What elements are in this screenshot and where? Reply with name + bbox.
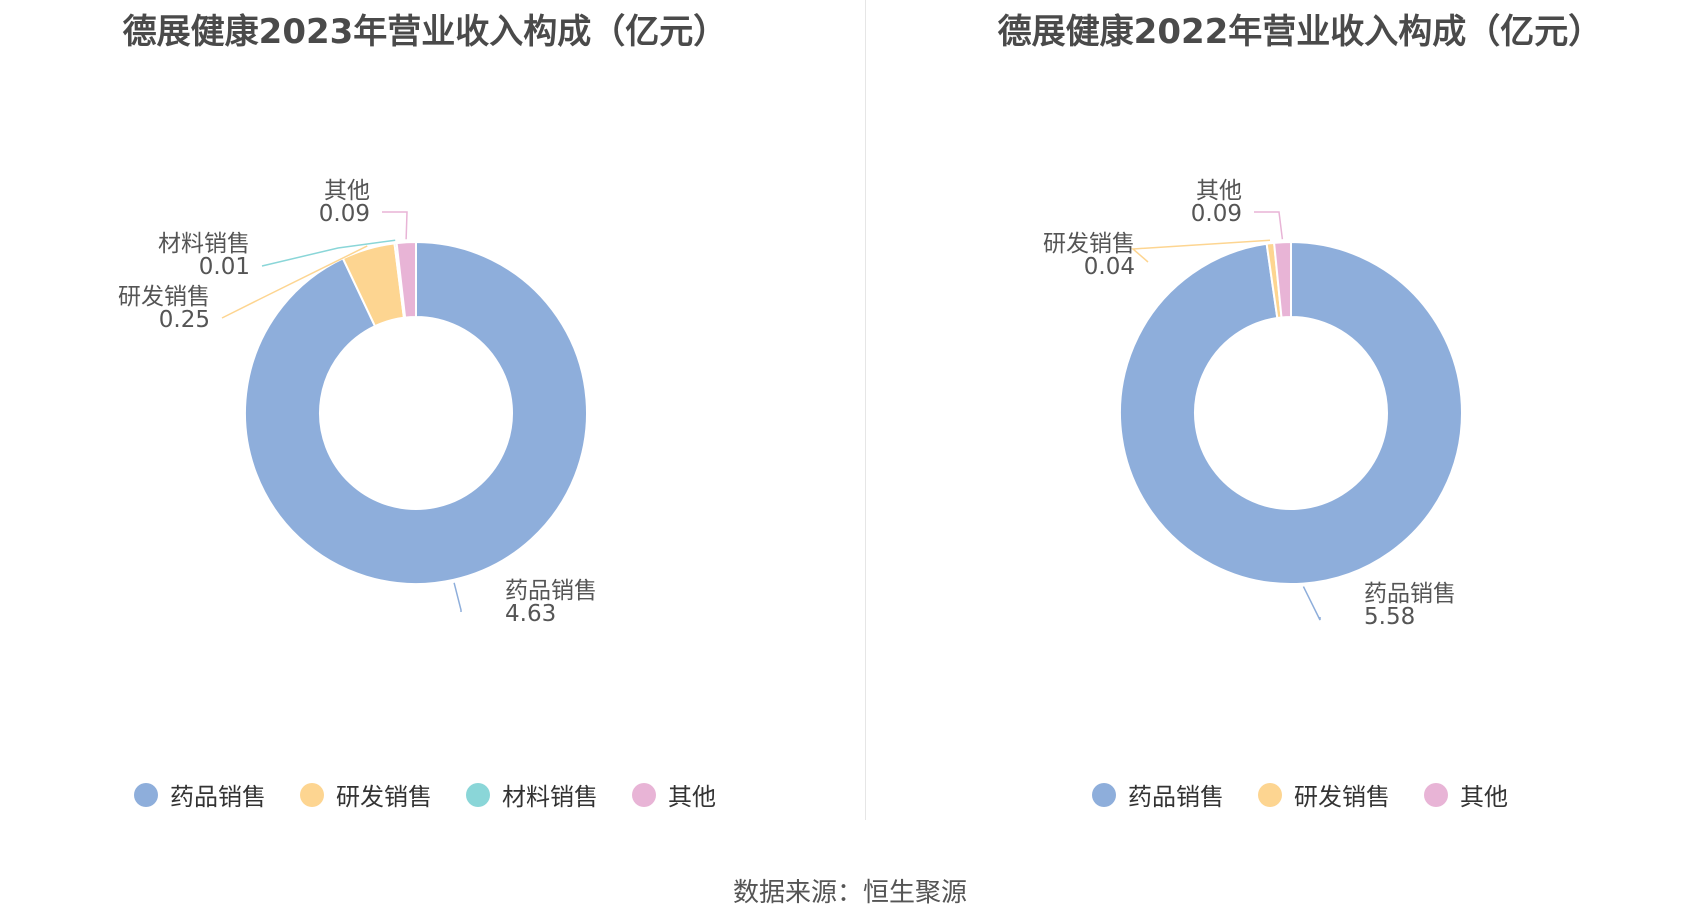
- legend-dot-icon: [632, 782, 656, 807]
- legend-label: 材料销售: [502, 783, 598, 811]
- slice-value: 0.04: [1084, 254, 1135, 280]
- legend-dot-icon: [300, 782, 324, 807]
- slice-value: 0.01: [199, 254, 250, 280]
- panel-divider: [865, 0, 866, 820]
- leader-line: [1254, 211, 1284, 240]
- legend-label: 药品销售: [170, 783, 266, 811]
- slice-value: 0.09: [319, 201, 370, 227]
- legend-label: 研发销售: [1294, 783, 1390, 811]
- slice-label: 研发销售: [1043, 231, 1135, 257]
- legend-label: 其他: [1460, 783, 1508, 811]
- slice-label: 材料销售: [158, 231, 250, 257]
- slice-label: 药品销售: [505, 578, 597, 604]
- legend-label: 其他: [668, 783, 716, 811]
- legend-item[interactable]: 药品销售: [1092, 777, 1224, 812]
- legend-item[interactable]: 其他: [632, 777, 716, 812]
- slice-value: 0.25: [159, 307, 210, 333]
- legend-dot-icon: [1424, 782, 1448, 807]
- chart-legend: 药品销售 研发销售 其他: [875, 777, 1700, 812]
- legend-label: 研发销售: [336, 783, 432, 811]
- legend-dot-icon: [1092, 782, 1116, 807]
- slice-label: 研发销售: [118, 284, 210, 310]
- chart-panel-2023: 德展健康2023年营业收入构成（亿元） 药品销售 4.63 研发销售 0.25 材料销售…: [0, 0, 850, 820]
- slice-value: 0.09: [1191, 201, 1242, 227]
- legend-item[interactable]: 材料销售: [466, 777, 598, 812]
- leader-line: [261, 239, 396, 267]
- donut-slice: [244, 240, 588, 585]
- leader-line: [453, 582, 462, 612]
- chart-panel-2022: 德展健康2022年营业收入构成（亿元） 药品销售 5.58 研发销售 0.04 其他 0.…: [875, 0, 1700, 820]
- chart-title: 德展健康2022年营业收入构成（亿元）: [997, 12, 1603, 52]
- leader-line: [1131, 239, 1271, 263]
- legend-dot-icon: [466, 782, 490, 807]
- donut-slice: [395, 240, 417, 319]
- legend-item[interactable]: 其他: [1424, 777, 1508, 812]
- data-source-note: 数据来源：恒生聚源: [732, 878, 967, 908]
- slice-label: 其他: [324, 178, 370, 204]
- chart-legend: 药品销售 研发销售 材料销售 其他: [0, 777, 850, 812]
- legend-dot-icon: [134, 782, 158, 807]
- donut-slice: [1119, 240, 1463, 585]
- legend-dot-icon: [1258, 782, 1282, 807]
- legend-label: 药品销售: [1128, 783, 1224, 811]
- slice-label: 其他: [1196, 178, 1242, 204]
- leader-line: [1302, 586, 1321, 621]
- legend-item[interactable]: 研发销售: [1258, 777, 1390, 812]
- legend-item[interactable]: 药品销售: [134, 777, 266, 812]
- leader-line: [382, 211, 408, 240]
- donut-slice: [1272, 240, 1292, 319]
- legend-item[interactable]: 研发销售: [300, 777, 432, 812]
- slice-value: 5.58: [1364, 604, 1415, 630]
- slice-value: 4.63: [505, 601, 556, 627]
- slice-label: 药品销售: [1364, 581, 1456, 607]
- chart-title: 德展健康2023年营业收入构成（亿元）: [122, 12, 728, 52]
- leader-line: [221, 245, 368, 319]
